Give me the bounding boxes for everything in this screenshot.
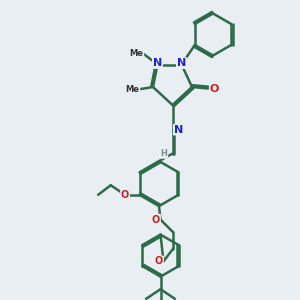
Text: N: N xyxy=(153,58,162,68)
Text: N: N xyxy=(174,124,183,135)
Text: O: O xyxy=(210,83,219,94)
Text: O: O xyxy=(155,256,163,266)
Text: H: H xyxy=(161,149,167,158)
Text: O: O xyxy=(121,190,129,200)
Text: Me: Me xyxy=(130,49,143,58)
Text: O: O xyxy=(152,214,160,225)
Text: Me: Me xyxy=(126,85,140,94)
Text: N: N xyxy=(177,58,186,68)
